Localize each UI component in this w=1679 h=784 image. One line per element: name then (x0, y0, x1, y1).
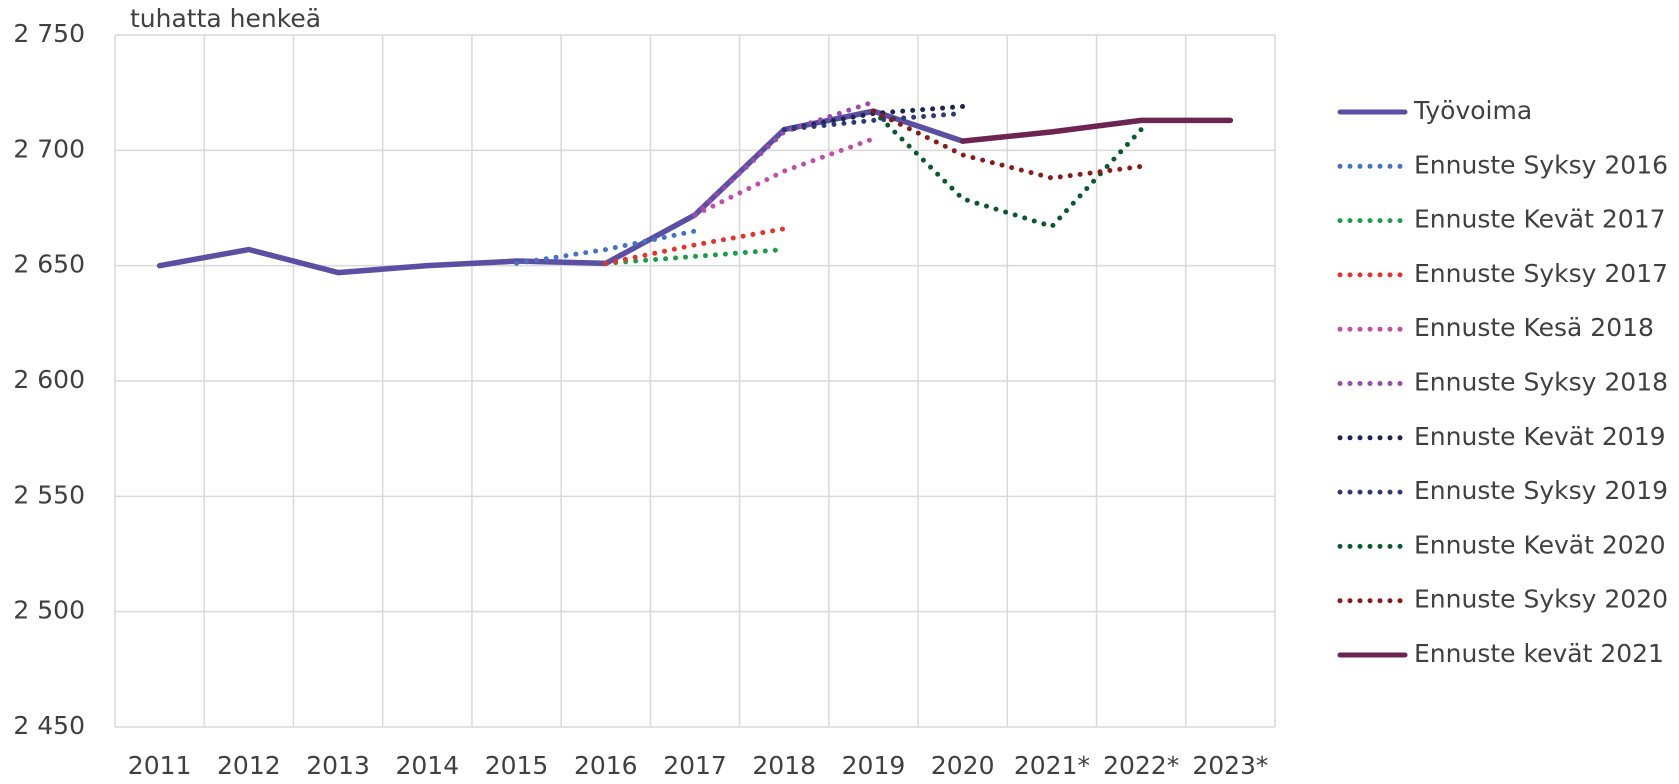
x-tick-label: 2012 (217, 751, 281, 780)
x-tick-label: 2011 (128, 751, 192, 780)
x-tick-label: 2013 (306, 751, 370, 780)
x-tick-label: 2023* (1192, 751, 1268, 780)
legend-label: Työvoima (1413, 96, 1532, 125)
legend-label: Ennuste kevät 2021 (1414, 639, 1664, 668)
series-line (603, 226, 787, 266)
y-tick-label: 2 550 (13, 480, 85, 509)
series-line (156, 108, 966, 276)
legend-label: Ennuste Syksy 2017 (1414, 259, 1668, 288)
series-line (781, 110, 966, 133)
legend-label: Ennuste Kesä 2018 (1414, 313, 1654, 342)
series-line (603, 247, 787, 266)
series-line (514, 228, 698, 266)
series-line (692, 136, 876, 218)
legend-label: Ennuste Syksy 2019 (1414, 476, 1668, 505)
legend-label: Ennuste Kevät 2019 (1414, 422, 1666, 451)
legend-label: Ennuste Kevät 2017 (1414, 205, 1666, 234)
y-tick-label: 2 500 (13, 596, 85, 625)
y-tick-label: 2 600 (13, 365, 85, 394)
y-tick-label: 2 750 (13, 19, 85, 48)
y-tick-label: 2 700 (13, 134, 85, 163)
y-tick-label: 2 650 (13, 250, 85, 279)
x-tick-label: 2021* (1014, 751, 1090, 780)
legend-label: Ennuste Syksy 2018 (1414, 368, 1668, 397)
x-tick-label: 2017 (663, 751, 727, 780)
x-tick-label: 2014 (395, 751, 459, 780)
x-tick-label: 2022* (1103, 751, 1179, 780)
series-line (959, 117, 1234, 144)
legend-label: Ennuste Kevät 2020 (1414, 530, 1666, 559)
y-tick-label: 2 450 (13, 711, 85, 740)
x-tick-label: 2019 (842, 751, 906, 780)
x-tick-label: 2015 (485, 751, 549, 780)
y-axis-label: tuhatta henkeä (130, 4, 321, 33)
x-tick-label: 2018 (752, 751, 816, 780)
x-tick-label: 2016 (574, 751, 638, 780)
series-line (870, 108, 1144, 229)
legend-label: Ennuste Syksy 2016 (1414, 150, 1668, 179)
x-tick-label: 2020 (931, 751, 995, 780)
legend-label: Ennuste Syksy 2020 (1414, 585, 1668, 614)
series-line (870, 108, 1144, 181)
